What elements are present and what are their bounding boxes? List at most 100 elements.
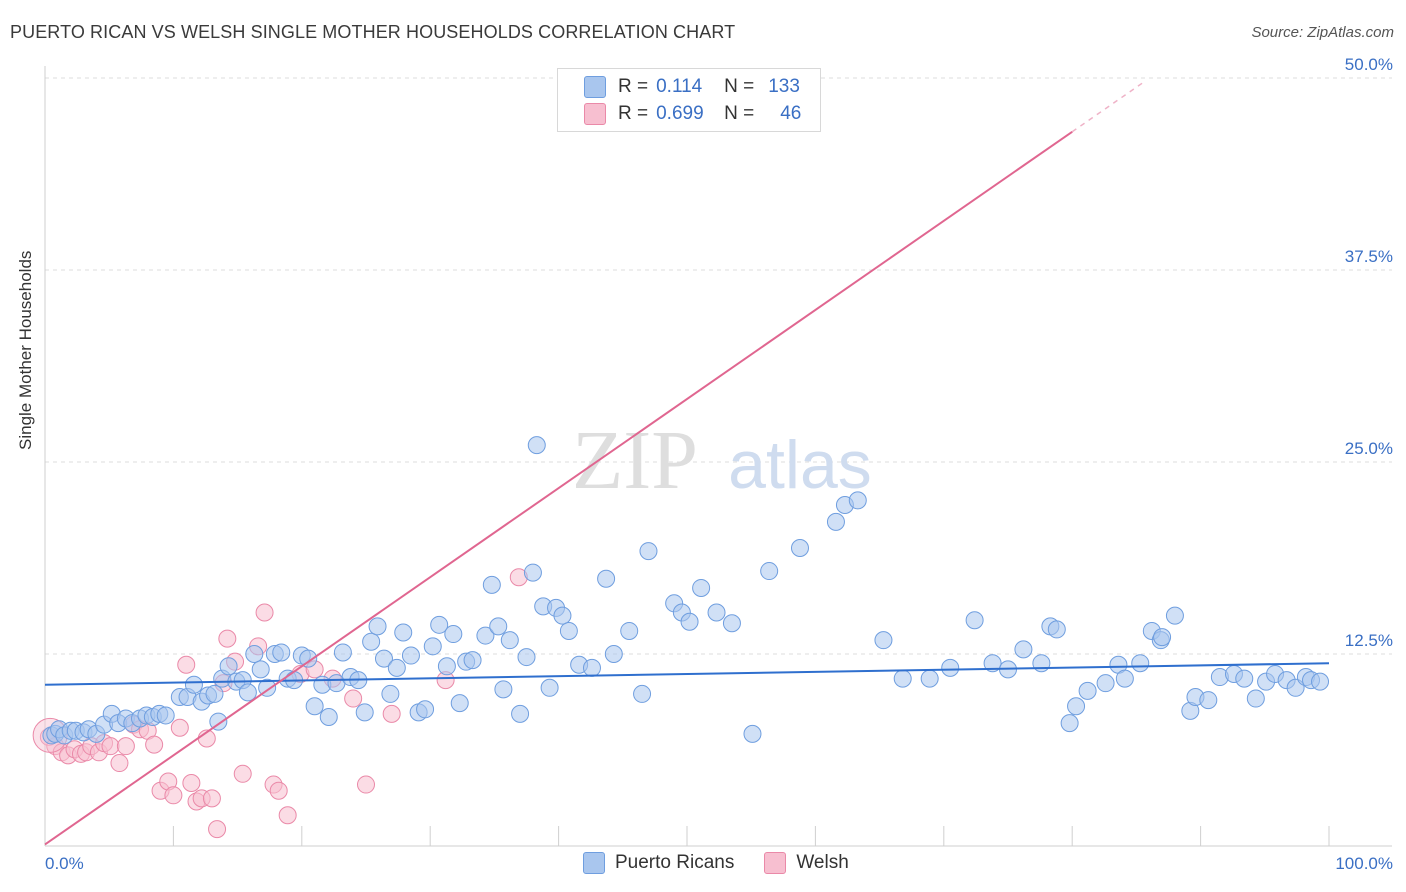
puerto-rican-point (299, 649, 318, 668)
puerto-rican-point (523, 563, 542, 582)
welsh-point (233, 764, 252, 783)
puerto-rican-point (450, 694, 469, 713)
puerto-rican-point (527, 436, 546, 455)
welsh-point (164, 786, 183, 805)
puerto-rican-point (1032, 654, 1051, 673)
welsh-point (357, 775, 375, 794)
source-label: Source: ZipAtlas.com (1251, 24, 1394, 41)
welsh-point (208, 820, 227, 839)
puerto-rican-point (251, 660, 270, 679)
y-tick-label: 25.0% (1345, 439, 1393, 458)
puerto-rican-point (305, 697, 324, 716)
y-tick-label: 37.5% (1345, 247, 1393, 266)
trend-lines (44, 82, 1330, 846)
puerto-rican-point (416, 700, 435, 719)
welsh-point (177, 655, 196, 674)
puerto-rican-point (489, 617, 508, 636)
puerto-rican-point (219, 657, 238, 676)
puerto-rican-point (722, 614, 741, 633)
welsh-point (116, 737, 135, 756)
puerto-rican-trend-line (44, 662, 1330, 686)
legend-swatch-pink (584, 103, 606, 125)
puerto-rican-point (707, 603, 726, 622)
legend-n-label: N = (724, 103, 755, 124)
legend-swatch-pink (764, 852, 787, 874)
puerto-rican-point (920, 669, 939, 688)
welsh-point (382, 704, 401, 723)
puerto-rican-point (238, 683, 257, 702)
y-tick-label: 50.0% (1345, 55, 1393, 74)
puerto-rican-point (639, 542, 658, 561)
legend-item-puerto-ricans[interactable]: Puerto Ricans (583, 852, 734, 874)
welsh-point (202, 789, 221, 808)
legend-n-label: N = (724, 76, 755, 97)
puerto-rican-point (1047, 620, 1066, 639)
chart-title: PUERTO RICAN VS WELSH SINGLE MOTHER HOUS… (10, 22, 736, 42)
puerto-rican-point (511, 704, 530, 723)
legend-row-welsh: R = 0.699 N = 46 (584, 102, 801, 126)
legend-item-welsh[interactable]: Welsh (764, 852, 849, 874)
puerto-rican-point (394, 623, 413, 642)
puerto-rican-point (1078, 681, 1097, 700)
axes (44, 66, 1392, 847)
puerto-rican-point (463, 651, 482, 670)
puerto-rican-point (430, 615, 449, 634)
puerto-rican-point (597, 569, 616, 588)
puerto-rican-point (1165, 606, 1184, 625)
puerto-rican-point (848, 491, 867, 510)
puerto-rican-point (559, 621, 578, 640)
puerto-rican-point (476, 626, 495, 645)
legend-r-label: R = (618, 76, 649, 97)
puerto-rican-point (258, 678, 277, 697)
puerto-rican-point (319, 707, 338, 726)
series-legend: Puerto Ricans Welsh (583, 852, 879, 874)
puerto-rican-point (444, 625, 463, 644)
puerto-rican-point (205, 684, 224, 703)
welsh-point (110, 754, 129, 773)
puerto-rican-point (965, 611, 984, 630)
puerto-rican-point (374, 649, 393, 668)
puerto-rican-point (941, 658, 960, 677)
puerto-rican-point (1067, 697, 1086, 716)
welsh-point (182, 774, 201, 793)
puerto-rican-point (333, 643, 352, 662)
puerto-rican-point (1131, 654, 1150, 673)
puerto-rican-point (423, 637, 442, 656)
legend-label: Welsh (796, 852, 849, 873)
puerto-rican-points (42, 436, 1330, 745)
puerto-rican-point (893, 669, 912, 688)
gridlines (45, 77, 1392, 655)
puerto-rican-point (368, 617, 387, 636)
puerto-rican-point (540, 678, 559, 697)
puerto-rican-point (874, 631, 893, 650)
puerto-rican-point (743, 724, 762, 743)
puerto-rican-point (245, 645, 264, 663)
legend-label: Puerto Ricans (615, 852, 735, 873)
puerto-rican-point (826, 512, 845, 531)
welsh-point (269, 781, 288, 800)
welsh-point (145, 735, 164, 754)
welsh-point (170, 718, 189, 737)
puerto-rican-point (692, 578, 711, 597)
puerto-rican-point (760, 562, 779, 581)
puerto-rican-point (1246, 689, 1265, 708)
puerto-rican-point (1235, 669, 1254, 688)
puerto-rican-point (983, 654, 1002, 673)
puerto-rican-point (401, 646, 420, 665)
puerto-rican-point (1014, 640, 1033, 659)
legend-swatch-blue (583, 852, 605, 874)
puerto-rican-point (437, 657, 456, 676)
legend-swatch-blue (584, 76, 606, 98)
puerto-rican-point (604, 645, 623, 663)
watermark-atlas: atlas (728, 427, 872, 503)
puerto-rican-point (387, 658, 406, 677)
welsh-trend-line (44, 130, 1073, 846)
y-tick-label: 12.5% (1345, 631, 1393, 650)
puerto-rican-point (1153, 628, 1172, 647)
legend-r-value: 0.699 (656, 103, 704, 124)
puerto-rican-point (381, 684, 400, 703)
x-tick-label: 0.0% (45, 854, 84, 873)
x-tick-label: 100.0% (1335, 854, 1393, 873)
puerto-rican-point (633, 684, 652, 703)
